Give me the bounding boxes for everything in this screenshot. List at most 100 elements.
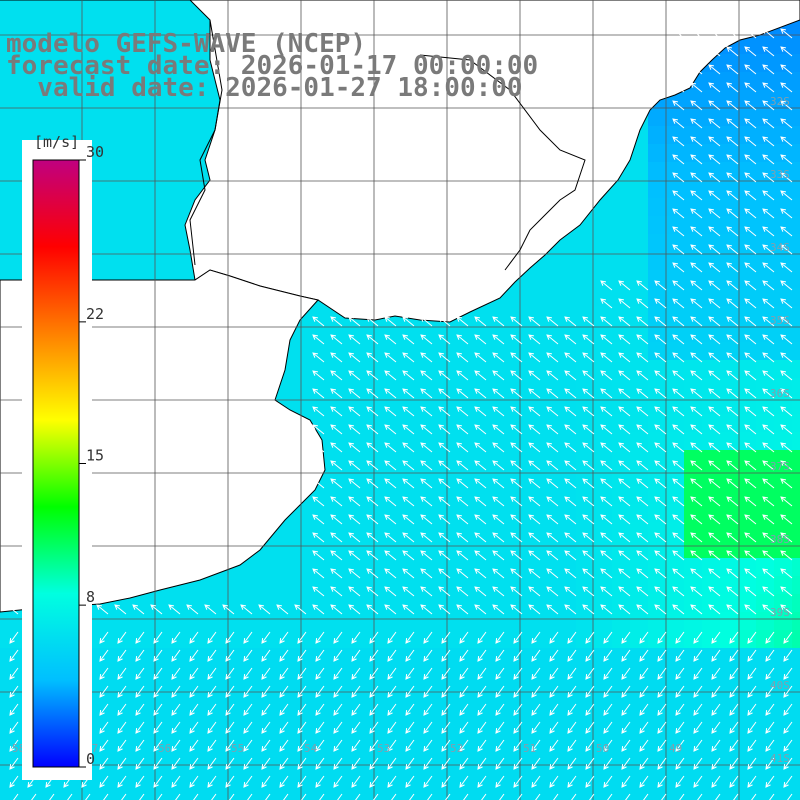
speed-cell bbox=[180, 720, 198, 738]
wind-arrow bbox=[423, 721, 433, 734]
wind-arrow bbox=[546, 496, 559, 507]
wind-arrow bbox=[603, 775, 613, 788]
speed-cell bbox=[648, 288, 666, 306]
speed-cell bbox=[0, 126, 18, 144]
wind-arrow bbox=[510, 460, 523, 471]
wind-arrow bbox=[405, 775, 415, 788]
speed-cell bbox=[720, 630, 738, 648]
speed-cell bbox=[504, 612, 522, 630]
wind-arrow bbox=[582, 316, 595, 327]
speed-cell bbox=[666, 666, 684, 684]
speed-cell bbox=[738, 792, 756, 800]
speed-cell bbox=[234, 720, 252, 738]
wind-arrow bbox=[600, 388, 613, 399]
wind-arrow bbox=[546, 370, 559, 381]
wind-arrow bbox=[729, 757, 739, 770]
speed-cell bbox=[0, 612, 18, 630]
wind-arrow bbox=[744, 280, 757, 291]
speed-cell bbox=[486, 630, 504, 648]
wind-arrow bbox=[657, 757, 667, 770]
wind-arrow bbox=[783, 703, 793, 716]
speed-cell bbox=[720, 450, 738, 468]
speed-cell bbox=[756, 522, 774, 540]
speed-cell bbox=[756, 396, 774, 414]
wind-arrow bbox=[708, 568, 721, 579]
speed-cell bbox=[504, 288, 522, 306]
speed-cell bbox=[270, 612, 288, 630]
speed-cell bbox=[558, 702, 576, 720]
speed-cell bbox=[702, 792, 720, 800]
wind-arrow bbox=[711, 721, 721, 734]
speed-cell bbox=[378, 792, 396, 800]
speed-cell bbox=[738, 738, 756, 756]
speed-cell bbox=[54, 90, 72, 108]
wind-arrow bbox=[312, 604, 325, 615]
speed-cell bbox=[36, 54, 54, 72]
wind-arrow bbox=[351, 685, 361, 698]
speed-cell bbox=[342, 450, 360, 468]
wind-arrow bbox=[780, 568, 793, 579]
speed-cell bbox=[378, 468, 396, 486]
speed-cell bbox=[666, 144, 684, 162]
wind-arrow bbox=[780, 46, 793, 57]
wind-arrow bbox=[528, 586, 541, 597]
wind-arrow bbox=[189, 703, 199, 716]
wind-arrow bbox=[168, 604, 181, 615]
longitude-label: 53 bbox=[377, 742, 390, 755]
wind-arrow bbox=[366, 442, 379, 453]
wind-arrow bbox=[528, 424, 541, 435]
speed-cell bbox=[126, 774, 144, 792]
speed-cell bbox=[414, 324, 432, 342]
wind-arrow bbox=[636, 496, 649, 507]
speed-cell bbox=[558, 378, 576, 396]
speed-cell bbox=[126, 18, 144, 36]
speed-cell bbox=[252, 792, 270, 800]
wind-arrow bbox=[621, 685, 631, 698]
wind-arrow bbox=[654, 316, 667, 327]
speed-cell bbox=[792, 162, 800, 180]
wind-arrow bbox=[204, 604, 217, 615]
speed-cell bbox=[432, 684, 450, 702]
wind-arrow bbox=[477, 757, 487, 770]
speed-cell bbox=[36, 36, 54, 54]
wind-arrow bbox=[387, 685, 397, 698]
speed-cell bbox=[324, 324, 342, 342]
wind-arrow bbox=[582, 604, 595, 615]
speed-cell bbox=[342, 486, 360, 504]
speed-cell bbox=[612, 738, 630, 756]
speed-cell bbox=[18, 126, 36, 144]
speed-cell bbox=[486, 540, 504, 558]
speed-cell bbox=[666, 468, 684, 486]
speed-cell bbox=[468, 540, 486, 558]
wind-arrow bbox=[546, 460, 559, 471]
wind-arrow bbox=[9, 685, 19, 698]
wind-arrow bbox=[726, 46, 739, 57]
wind-arrow bbox=[654, 514, 667, 525]
wind-arrow bbox=[567, 703, 577, 716]
wind-arrow bbox=[297, 775, 307, 788]
wind-arrow bbox=[456, 604, 469, 615]
speed-cell bbox=[792, 324, 800, 342]
speed-cell bbox=[702, 288, 720, 306]
wind-arrow bbox=[672, 478, 685, 489]
wind-arrow bbox=[243, 703, 253, 716]
speed-cell bbox=[702, 468, 720, 486]
wind-arrow bbox=[780, 316, 793, 327]
wind-arrow bbox=[387, 775, 397, 788]
speed-cell bbox=[450, 702, 468, 720]
wind-arrow bbox=[708, 370, 721, 381]
wind-arrow bbox=[189, 775, 199, 788]
speed-cell bbox=[558, 504, 576, 522]
speed-cell bbox=[594, 702, 612, 720]
wind-arrow bbox=[780, 190, 793, 201]
wind-arrow bbox=[441, 685, 451, 698]
wind-arrow bbox=[333, 703, 343, 716]
speed-cell bbox=[702, 162, 720, 180]
speed-cell bbox=[234, 738, 252, 756]
speed-cell bbox=[414, 702, 432, 720]
wind-arrow bbox=[726, 136, 739, 147]
wind-arrow bbox=[726, 262, 739, 273]
speed-cell bbox=[594, 288, 612, 306]
speed-cell bbox=[324, 774, 342, 792]
wind-arrow bbox=[510, 586, 523, 597]
